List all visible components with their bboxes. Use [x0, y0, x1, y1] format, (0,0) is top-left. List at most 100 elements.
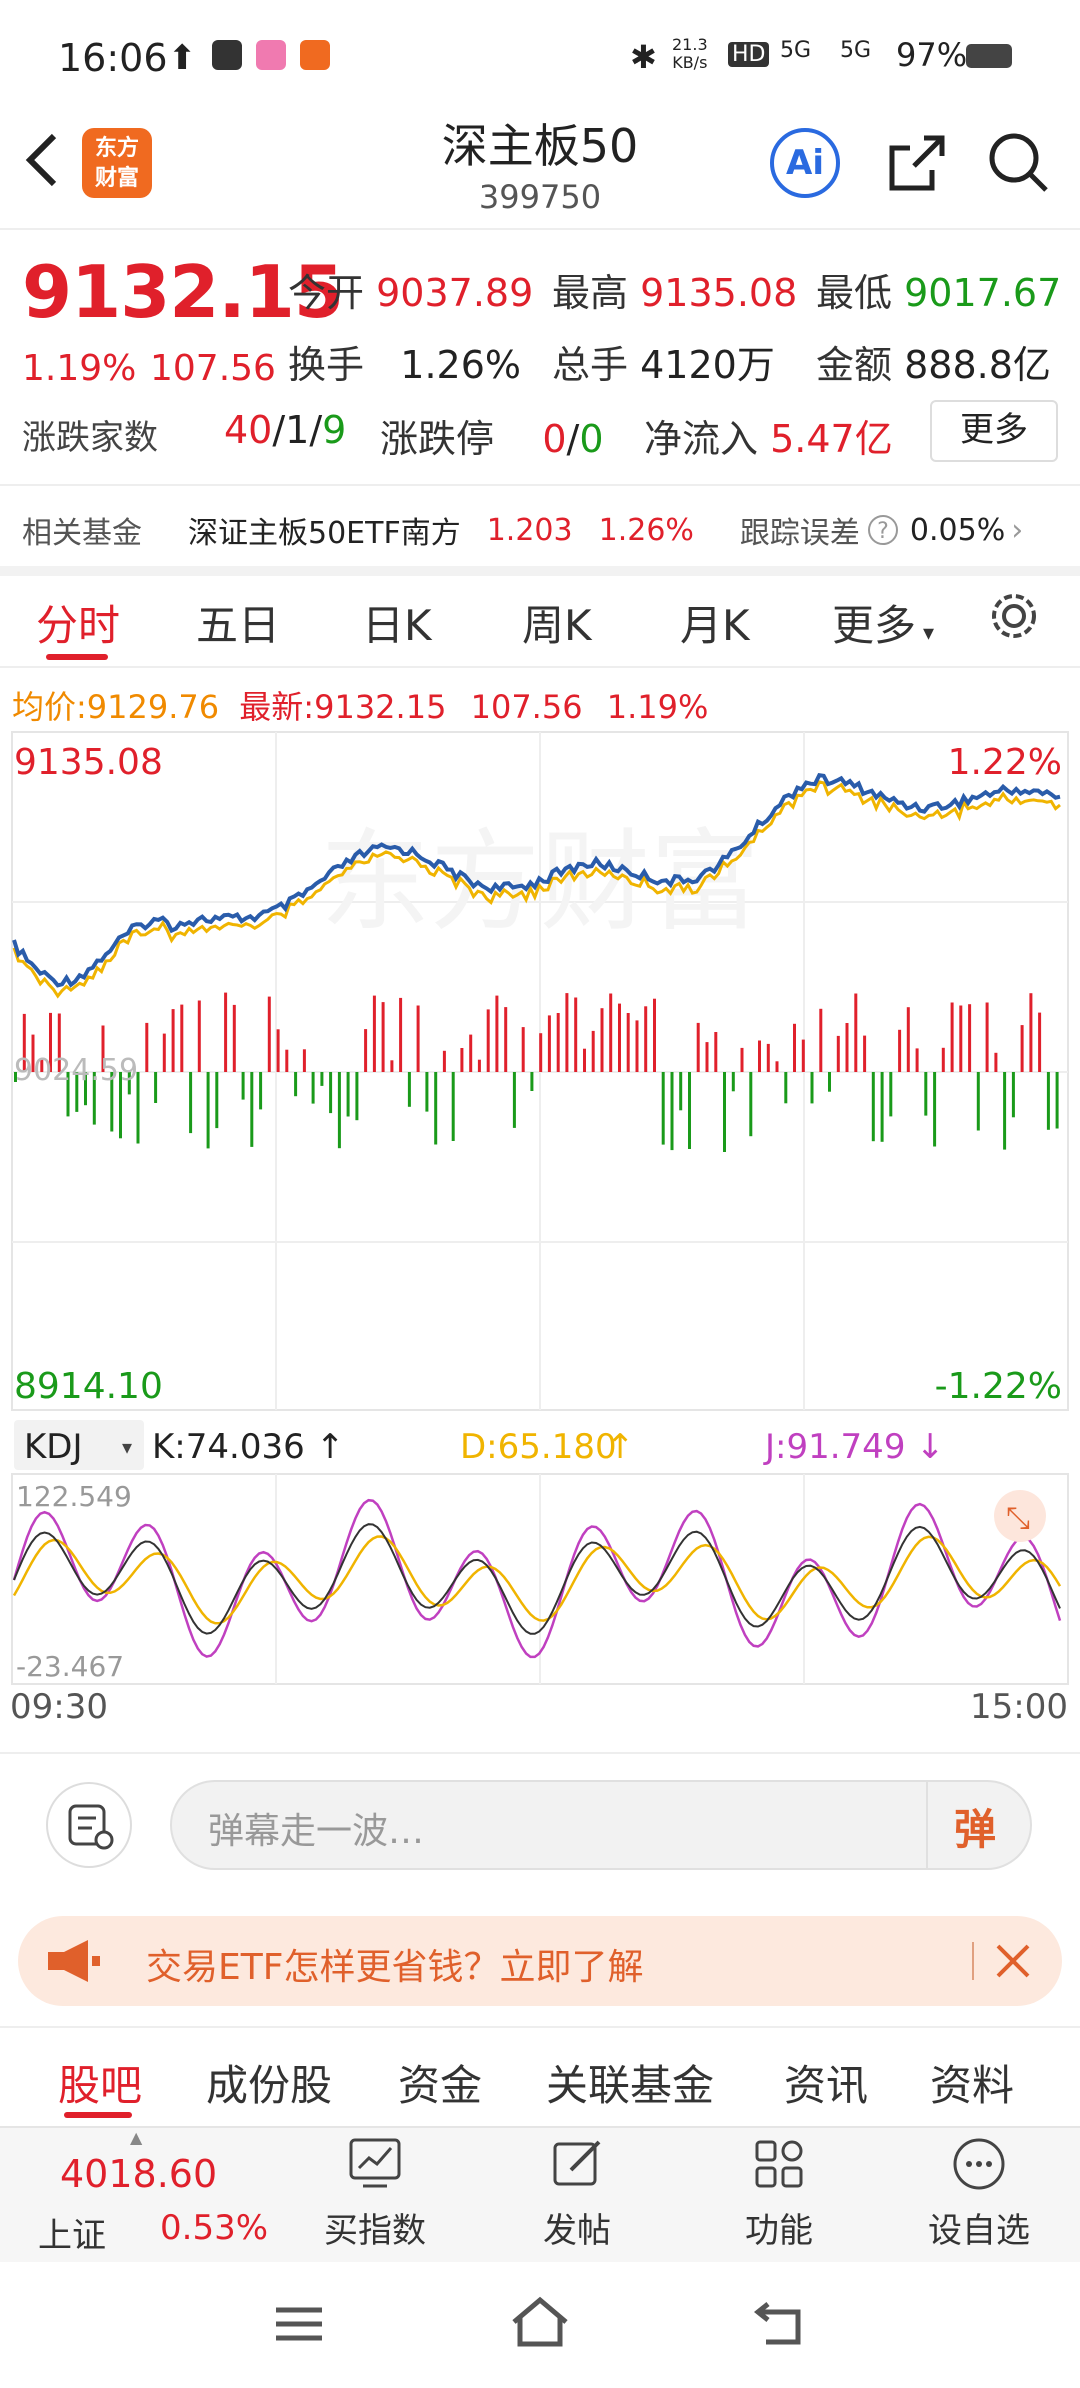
- triangle-up-icon: ▲: [130, 2128, 143, 2147]
- expand-arrows-icon: ⤡: [1006, 1501, 1030, 1536]
- share-icon[interactable]: [884, 130, 948, 194]
- tab-weekly-k[interactable]: 周K: [522, 601, 592, 650]
- volume-bar: [425, 1072, 429, 1112]
- back-nav-icon[interactable]: [752, 2298, 808, 2348]
- tab-related-funds[interactable]: 关联基金: [546, 2061, 715, 2110]
- home-icon[interactable]: [508, 2296, 572, 2350]
- volume-bar: [285, 1049, 289, 1072]
- fund-label: 相关基金: [22, 516, 142, 551]
- battery-icon: [966, 44, 1012, 68]
- signal-2: 5G: [840, 38, 872, 63]
- function-button[interactable]: 功能: [714, 2134, 844, 2252]
- more-button[interactable]: 更多: [930, 400, 1058, 462]
- promo-banner[interactable]: 交易ETF怎样更省钱？立即了解: [18, 1916, 1062, 2006]
- volume-bar: [591, 1030, 595, 1072]
- buy-index-label: 买指数: [324, 2211, 426, 2251]
- volume-bar: [434, 1072, 438, 1145]
- volume-bar: [731, 1072, 735, 1092]
- volume-bar: [836, 1035, 840, 1072]
- tab-daily-k[interactable]: 日K: [362, 601, 432, 650]
- chart-info-line: 均价:9129.76 最新:9132.15 107.56 1.19%: [12, 688, 709, 726]
- tab-profile[interactable]: 资料: [930, 2061, 1015, 2110]
- megaphone-icon: [48, 1940, 100, 1982]
- volume-bar: [31, 1034, 35, 1072]
- volume-bar: [959, 1005, 963, 1072]
- d-line: [12, 1535, 1062, 1625]
- app-icon-2: [300, 40, 330, 70]
- volume-bar: [740, 1047, 744, 1072]
- search-icon[interactable]: [986, 130, 1050, 194]
- volume-bar: [110, 1072, 114, 1132]
- banner-divider: [972, 1942, 974, 1980]
- tab-funds-flow[interactable]: 资金: [398, 2061, 483, 2110]
- post-button[interactable]: 发帖: [512, 2134, 642, 2252]
- volume-bar: [276, 1029, 280, 1072]
- help-icon[interactable]: ?: [867, 515, 898, 545]
- back-icon[interactable]: [22, 130, 62, 190]
- danmaku-button[interactable]: 弹: [954, 1805, 997, 1854]
- app-logo[interactable]: 东方 财富: [82, 128, 152, 198]
- volume-bar: [250, 1072, 254, 1147]
- ai-button[interactable]: Ai: [770, 128, 840, 198]
- post-label: 发帖: [543, 2211, 611, 2251]
- intraday-chart[interactable]: 东方财富 9135.08 1.22% 9024.59 8914.10 -1.22…: [10, 730, 1070, 1720]
- volume-bar: [75, 1072, 79, 1112]
- volume-bar: [364, 1029, 368, 1072]
- comment-list-icon[interactable]: [46, 1782, 132, 1868]
- volume-bar: [302, 1049, 306, 1072]
- tab-guba[interactable]: 股吧: [58, 2061, 143, 2110]
- menu-icon[interactable]: [272, 2302, 328, 2348]
- tab-news[interactable]: 资讯: [784, 2061, 869, 2110]
- expand-icon[interactable]: [994, 1490, 1046, 1542]
- edit-icon: [553, 2140, 601, 2186]
- section-gap: [0, 566, 1080, 576]
- limit-cell: 涨跌停 0/0: [380, 417, 604, 461]
- volume-bar: [1011, 1072, 1015, 1118]
- volume-bar: [539, 1033, 543, 1072]
- y-bottom-label: 8914.10: [14, 1366, 163, 1407]
- volume-bar: [136, 1072, 140, 1144]
- volume-bar: [416, 1005, 420, 1072]
- k-value: K:74.036: [152, 1427, 305, 1467]
- volume-bar: [976, 1072, 980, 1131]
- fund-pct: 1.26%: [598, 512, 694, 548]
- volume-bar: [828, 1072, 831, 1092]
- chevron-right-icon: ›: [1011, 512, 1024, 548]
- volume-bar: [924, 1072, 928, 1116]
- tab-intraday[interactable]: 分时: [36, 601, 121, 650]
- volume-bar: [618, 1003, 621, 1072]
- tab-five-day[interactable]: 五日: [196, 601, 281, 650]
- volume-bar: [512, 1072, 516, 1128]
- buy-index-button[interactable]: 买指数: [310, 2134, 440, 2252]
- index-value: 4018.60: [60, 2152, 218, 2196]
- tab-monthly-k[interactable]: 月K: [680, 601, 750, 650]
- index-name: 上证: [38, 2216, 106, 2256]
- kdj-label: KDJ: [24, 1427, 83, 1467]
- volume-bar: [653, 998, 656, 1072]
- add-watchlist-label: 设自选: [928, 2211, 1030, 2251]
- tab-more[interactable]: 更多 ▾: [832, 601, 935, 650]
- close-icon[interactable]: [992, 1940, 1034, 1982]
- volume-bar: [154, 1072, 158, 1103]
- volume-bar: [346, 1072, 350, 1117]
- d-arrow-icon: ↑: [606, 1427, 635, 1467]
- volume-bar: [670, 1072, 674, 1151]
- add-watchlist-button[interactable]: 设自选: [914, 2134, 1044, 2252]
- volume-bar: [294, 1072, 298, 1097]
- volume-bar: [775, 1061, 779, 1072]
- comment-input-box[interactable]: 弹幕走一波… 弹: [170, 1780, 1032, 1870]
- input-divider: [926, 1782, 928, 1868]
- volume-bar: [267, 996, 271, 1072]
- volume-bar: [407, 1072, 411, 1107]
- kdj-selector[interactable]: [14, 1420, 144, 1470]
- status-bar: 16:06 ⬆ ✱ 21.3 KB/s HD 5G 5G 97%: [0, 0, 1080, 100]
- volume-bar: [224, 992, 228, 1072]
- tab-constituents[interactable]: 成份股: [206, 2061, 333, 2110]
- k-line: [13, 1523, 1061, 1635]
- volume-bar: [933, 1072, 937, 1147]
- settings-gear-icon[interactable]: [986, 588, 1042, 644]
- market-index-ticker[interactable]: ▲ 4018.60 上证 0.53%: [0, 2128, 300, 2262]
- related-fund-row[interactable]: 相关基金 深证主板50ETF南方 1.203 1.26% 跟踪误差 ? 0.05…: [22, 500, 1062, 560]
- battery-pct: 97%: [896, 36, 968, 74]
- volume-bar: [985, 1002, 989, 1072]
